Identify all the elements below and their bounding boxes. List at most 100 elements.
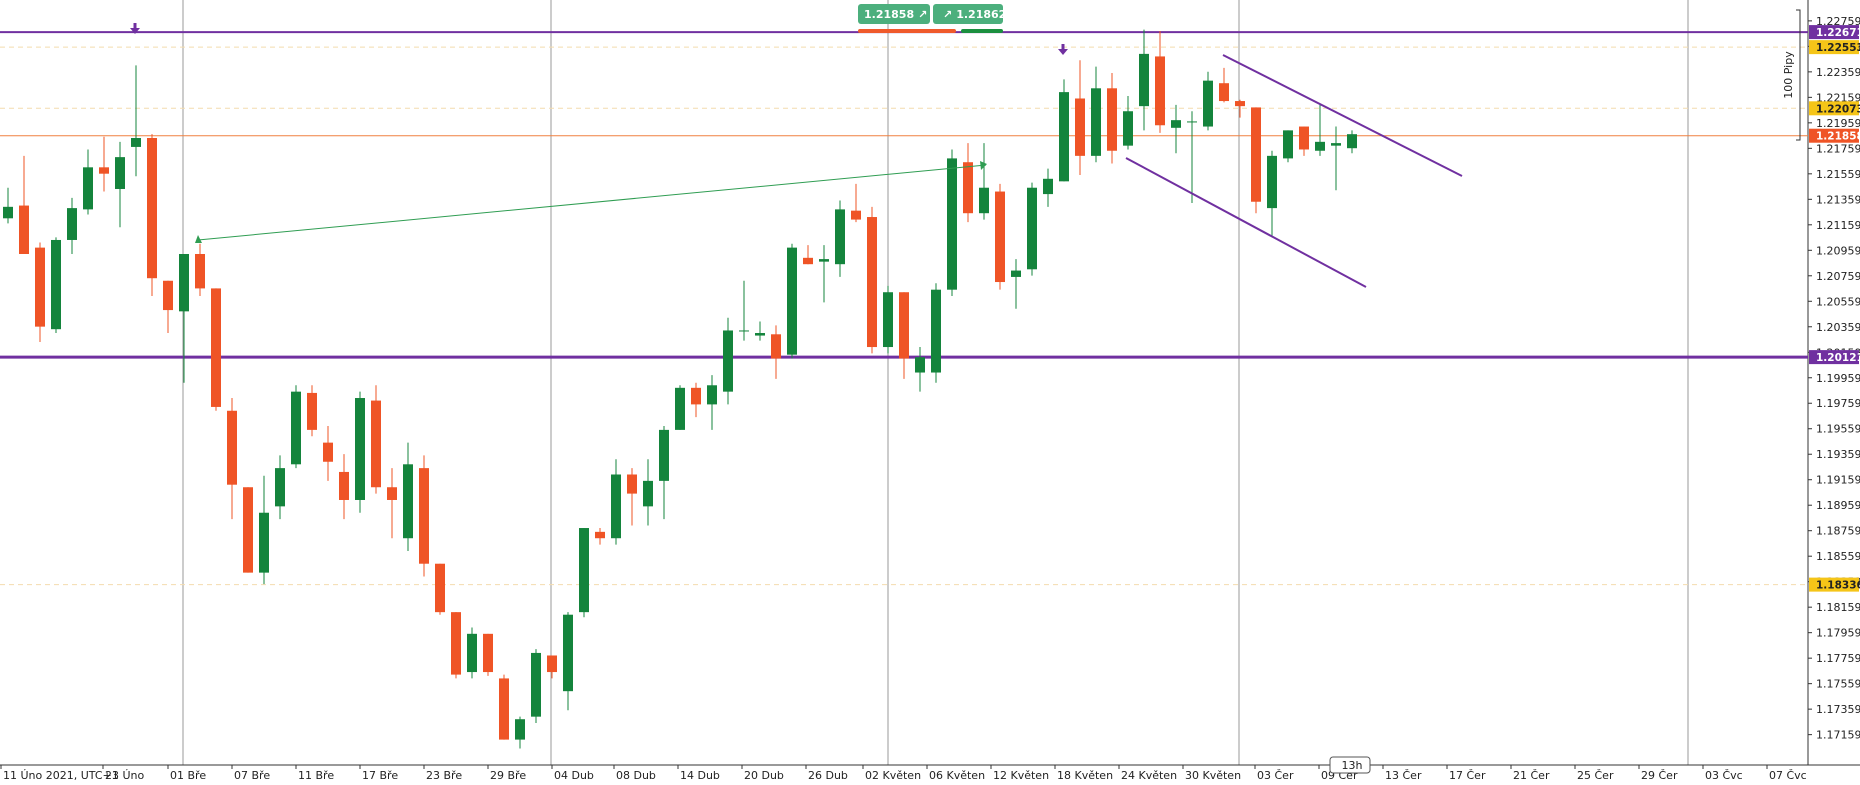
arrow-down-head: [130, 28, 140, 34]
candle-body: [851, 210, 861, 220]
candle: [1139, 29, 1149, 131]
candle: [3, 187, 13, 224]
candle: [787, 243, 797, 359]
x-tick-label: 04 Dub: [554, 769, 594, 782]
buy-quote-button[interactable]: ↗ 1.21862: [933, 4, 1006, 24]
candle: [1027, 182, 1037, 276]
y-tick-label: 1.18759: [1816, 525, 1860, 538]
channel-lower-line[interactable]: [1125, 157, 1367, 288]
x-tick-label: 13 Čer: [1385, 769, 1422, 782]
candle: [883, 285, 893, 354]
candle: [19, 155, 29, 254]
candle-body: [419, 468, 429, 564]
arrow-down-stem: [1061, 44, 1065, 49]
candle: [355, 391, 365, 513]
range-bracket: [1796, 9, 1801, 141]
candle-layer: [3, 29, 1357, 749]
arrow-down-stem: [133, 23, 137, 28]
price-tag-label: 1.20121: [1816, 352, 1860, 364]
price-tag-purple: 1.22671: [1809, 25, 1860, 40]
candle-body: [467, 633, 477, 673]
candle-body: [739, 330, 749, 332]
candle: [259, 475, 269, 585]
price-tag-purple: 1.20121: [1809, 350, 1860, 365]
candle: [35, 242, 45, 342]
candle: [723, 317, 733, 405]
candle: [1283, 130, 1293, 163]
candle-body: [867, 217, 877, 348]
candle: [1107, 73, 1117, 164]
y-tick-label: 1.19559: [1816, 423, 1860, 436]
candle-body: [1187, 121, 1197, 123]
candle: [1075, 60, 1085, 175]
candle-body: [1075, 98, 1085, 156]
candle: [67, 197, 77, 254]
candle: [803, 245, 813, 265]
candle-body: [291, 391, 301, 465]
candle-body: [547, 655, 557, 673]
candle-body: [691, 387, 701, 405]
candle: [531, 649, 541, 724]
candle-body: [1235, 101, 1245, 107]
candle: [899, 292, 909, 379]
x-axis[interactable]: 11 Úno 2021, UTC+123 Úno 01 Bře 07 Bře 11 B…: [0, 765, 1807, 782]
x-tick-label: 07 Čvc: [1769, 769, 1807, 782]
candle-body: [755, 333, 765, 336]
x-tick-label: 02 Květen: [865, 769, 921, 782]
price-tag-bg: [1809, 25, 1859, 40]
candle: [195, 243, 205, 297]
candle-body: [1107, 88, 1117, 151]
y-axis[interactable]: 1.227591.225591.223591.221591.219591.217…: [1808, 15, 1860, 742]
candle: [579, 528, 589, 618]
price-tag-label: 1.18336: [1816, 580, 1860, 592]
candle: [419, 455, 429, 577]
price-tag-label: 1.22671: [1816, 27, 1860, 39]
arrow-down-head: [1058, 49, 1068, 55]
x-tick-label: 23 Bře: [426, 769, 462, 782]
candle-body: [531, 652, 541, 717]
candle: [275, 455, 285, 520]
candle-body: [707, 385, 717, 405]
time-cursor-text: 13h: [1342, 759, 1363, 772]
candle-body: [771, 334, 781, 359]
candle: [179, 253, 189, 383]
candle: [483, 633, 493, 676]
price-tag-bg: [1809, 101, 1859, 116]
candle-body: [483, 633, 493, 673]
candle-body: [1315, 141, 1325, 151]
y-tick-label: 1.21959: [1816, 117, 1860, 130]
candle-body: [3, 206, 13, 219]
y-tick-label: 1.18959: [1816, 499, 1860, 512]
candle: [1059, 79, 1069, 182]
candle: [1219, 67, 1229, 103]
candle-body: [275, 468, 285, 507]
y-tick-label: 1.20959: [1816, 244, 1860, 257]
candle-body: [819, 259, 829, 262]
candle-body: [931, 289, 941, 373]
candle: [1043, 168, 1053, 207]
y-tick-label: 1.20559: [1816, 295, 1860, 308]
candle: [339, 454, 349, 520]
candle: [771, 325, 781, 379]
drawing-layer[interactable]: [130, 23, 1463, 288]
y-tick-label: 1.19759: [1816, 397, 1860, 410]
channel-upper-line[interactable]: [1222, 54, 1463, 177]
y-tick-label: 1.21159: [1816, 219, 1860, 232]
candle-body: [19, 205, 29, 254]
candle: [1203, 71, 1213, 131]
candle-body: [563, 614, 573, 692]
candle: [403, 442, 413, 551]
candle: [131, 65, 141, 177]
candle: [387, 468, 397, 539]
candle-body: [675, 387, 685, 430]
price-tag-yellow: 1.22073: [1809, 101, 1860, 116]
candle-body: [1171, 120, 1181, 128]
x-tick-label: 08 Dub: [616, 769, 656, 782]
trend-line[interactable]: [197, 164, 987, 241]
candle-body: [451, 612, 461, 675]
candle: [467, 627, 477, 679]
y-tick-label: 1.22359: [1816, 66, 1860, 79]
sell-quote-button[interactable]: 1.21858 ↗: [858, 4, 930, 24]
candle: [563, 612, 573, 711]
